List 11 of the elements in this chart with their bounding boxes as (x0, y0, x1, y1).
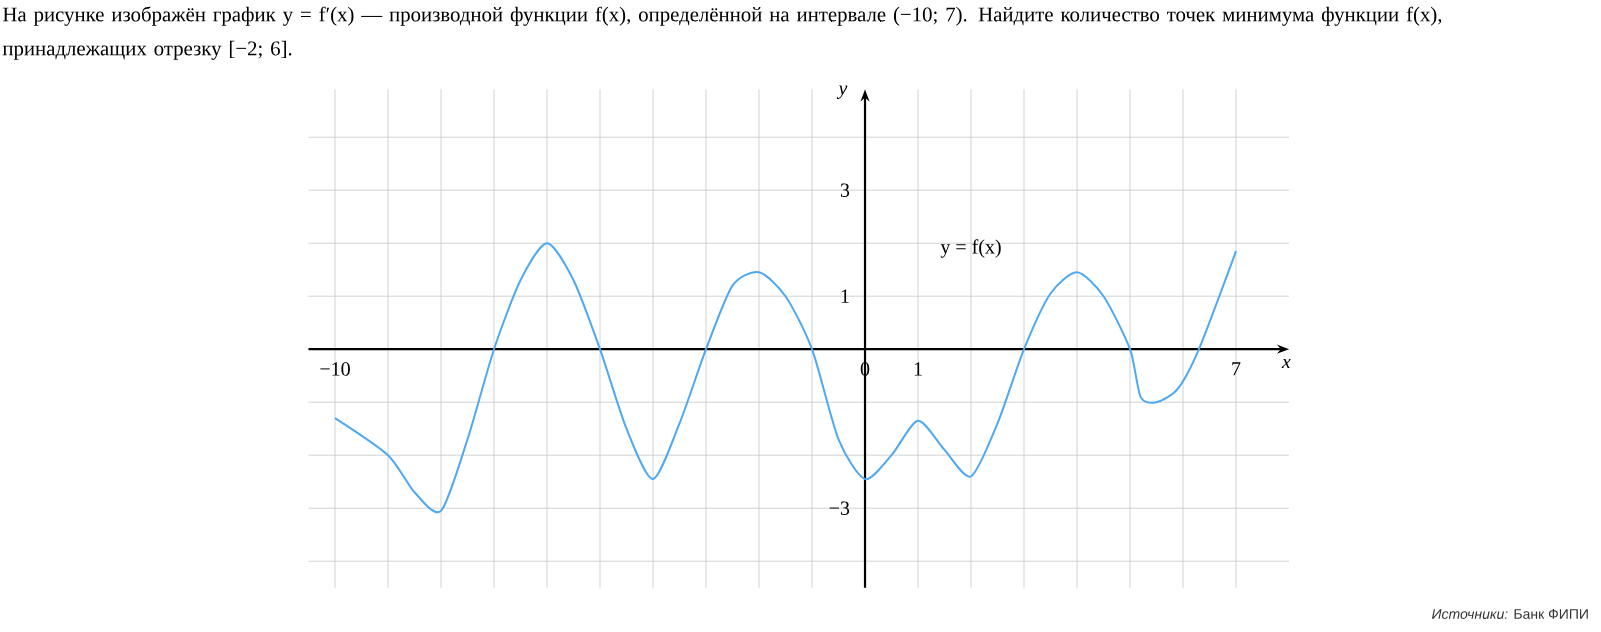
x-tick-label: −10 (320, 362, 350, 376)
text: Источники: Банк ФИПИ (1431, 609, 1588, 619)
annotation: y = f(x) (940, 239, 1001, 258)
y-tick-label: −3 (829, 501, 850, 515)
x-tick-label: 1 (914, 362, 922, 376)
y-tick-label: 1 (841, 289, 849, 303)
y-axis-title: y (836, 85, 848, 99)
x-tick-label: 7 (1232, 362, 1241, 376)
chart-title: На рисунке изображён график y = f′(x) — производной функции f(x), определённой на интервале (−10; 7). Найдите количество точек минимума функции f(x), принадлежащих отрезку [−2; 6]. (2, 6, 1442, 60)
y-tick-label: 3 (840, 183, 850, 197)
x-axis-title: x (1281, 358, 1291, 369)
